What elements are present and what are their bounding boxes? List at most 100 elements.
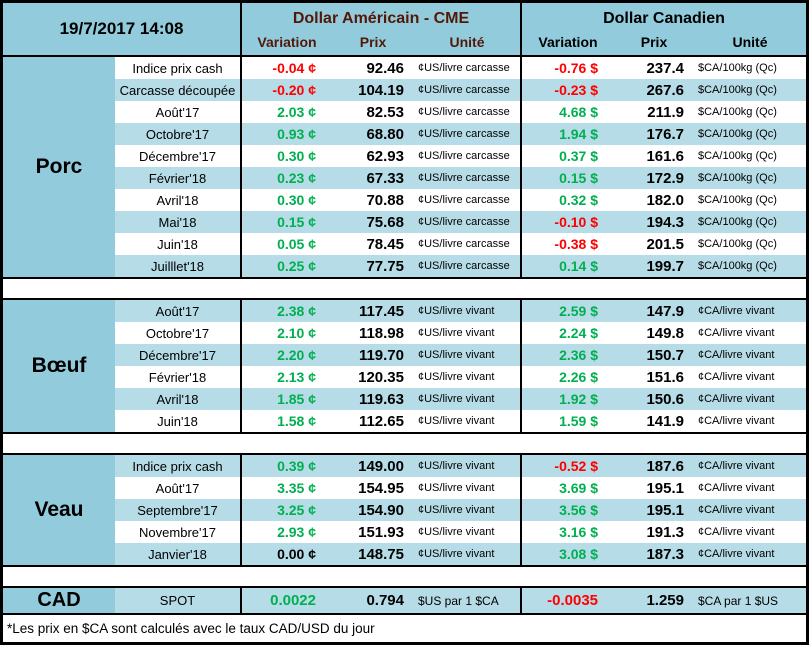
ca-variation: -0.10 $ — [520, 211, 612, 233]
ca-variation: -0.38 $ — [520, 233, 612, 255]
us-unit: ¢US/livre carcasse — [418, 106, 510, 118]
table-row: Décembre'17 2.20 ¢ 119.70 ¢US/livre vivant 2… — [115, 344, 806, 366]
cad-us-variation: 0.0022 — [240, 588, 330, 613]
row-label: Août'17 — [155, 480, 200, 496]
us-variation: 1.58 ¢ — [240, 410, 330, 432]
us-variation: 0.05 ¢ — [240, 233, 330, 255]
section-porc: Porc Indice prix cash -0.04 ¢ 92.46 ¢US/livr… — [3, 55, 806, 279]
us-price: 154.90 — [358, 501, 404, 519]
us-price: 154.95 — [358, 479, 404, 497]
row-label: Avril'18 — [156, 391, 199, 407]
us-price: 119.70 — [358, 346, 404, 364]
cad-us-price: 0.794 — [366, 592, 404, 609]
table-row: Août'17 3.35 ¢ 154.95 ¢US/livre vivant 3.69 … — [115, 477, 806, 499]
us-price: 149.00 — [358, 457, 404, 475]
table-row: Carcasse découpée -0.20 ¢ 104.19 ¢US/livre … — [115, 79, 806, 101]
row-label: Juin'18 — [157, 413, 198, 429]
us-variation: 3.35 ¢ — [240, 477, 330, 499]
us-price: 68.80 — [366, 125, 404, 143]
ca-price: 176.7 — [646, 125, 684, 143]
row-label: Décembre'17 — [139, 347, 216, 363]
row-label: Août'17 — [155, 104, 200, 120]
footnote: *Les prix en $CA sont calculés avec le t… — [3, 615, 806, 642]
section-rows: Août'17 2.38 ¢ 117.45 ¢US/livre vivant 2.59 … — [115, 300, 806, 432]
ca-variation: -0.23 $ — [520, 79, 612, 101]
us-unit: ¢US/livre carcasse — [418, 194, 510, 206]
ca-variation: 2.36 $ — [520, 344, 612, 366]
ca-unit: ¢CA/livre vivant — [698, 305, 775, 317]
us-unit: ¢US/livre vivant — [418, 327, 495, 339]
us-col-prix: Prix — [359, 34, 387, 50]
us-price: 104.19 — [358, 81, 404, 99]
us-price: 62.93 — [366, 147, 404, 165]
ca-price: 161.6 — [646, 147, 684, 165]
ca-price: 237.4 — [646, 59, 684, 77]
ca-unit: ¢CA/livre vivant — [698, 415, 775, 427]
table-row: Octobre'17 2.10 ¢ 118.98 ¢US/livre vivant 2.… — [115, 322, 806, 344]
ca-price: 211.9 — [647, 103, 684, 121]
ca-col-prix: Prix — [640, 34, 668, 50]
table-row: Indice prix cash 0.39 ¢ 149.00 ¢US/livre vi… — [115, 455, 806, 477]
ca-unit: $CA/100kg (Qc) — [698, 238, 777, 250]
ca-price: 267.6 — [646, 81, 684, 99]
section-bœuf: Bœuf Août'17 2.38 ¢ 117.45 ¢US/livre vivant 2… — [3, 298, 806, 434]
section-gap — [3, 279, 806, 298]
row-label: Indice prix cash — [132, 458, 223, 474]
ca-price: 150.6 — [646, 390, 684, 408]
row-label: Indice prix cash — [132, 60, 223, 76]
us-variation: 2.13 ¢ — [240, 366, 330, 388]
us-dollar-title: Dollar Américain - CME — [240, 3, 520, 29]
ca-dollar-title: Dollar Canadien — [520, 3, 806, 29]
us-price: 75.68 — [366, 213, 404, 231]
section-rows: Indice prix cash 0.39 ¢ 149.00 ¢US/livre vi… — [115, 455, 806, 565]
us-variation: 0.30 ¢ — [240, 145, 330, 167]
ca-unit: $CA/100kg (Qc) — [698, 62, 777, 74]
ca-variation: -0.52 $ — [520, 455, 612, 477]
us-price: 119.63 — [358, 390, 404, 408]
us-unit: ¢US/livre vivant — [418, 349, 495, 361]
us-price: 148.75 — [358, 545, 404, 563]
us-unit: ¢US/livre vivant — [418, 371, 495, 383]
ca-variation: -0.76 $ — [520, 57, 612, 79]
ca-price: 187.3 — [646, 545, 684, 563]
ca-price: 150.7 — [646, 346, 684, 364]
us-variation: 3.25 ¢ — [240, 499, 330, 521]
section-label: Veau — [3, 455, 115, 565]
ca-variation: 0.32 $ — [520, 189, 612, 211]
us-price: 82.53 — [366, 103, 404, 121]
ca-unit: ¢CA/livre vivant — [698, 327, 775, 339]
us-price: 70.88 — [366, 191, 404, 209]
ca-variation: 3.08 $ — [520, 543, 612, 565]
us-unit: ¢US/livre carcasse — [418, 216, 510, 228]
us-variation: 1.85 ¢ — [240, 388, 330, 410]
ca-price: 141.9 — [646, 412, 684, 430]
table-row: Juilllet'18 0.25 ¢ 77.75 ¢US/livre carcasse… — [115, 255, 806, 277]
us-price: 118.98 — [358, 324, 404, 342]
cad-spot-row: CAD SPOT 0.0022 0.794 $US par 1 $CA -0.0… — [3, 586, 806, 615]
ca-price: 172.9 — [646, 169, 684, 187]
ca-unit: ¢CA/livre vivant — [698, 482, 775, 494]
table-row: Février'18 0.23 ¢ 67.33 ¢US/livre carcasse 0… — [115, 167, 806, 189]
us-variation: 2.93 ¢ — [240, 521, 330, 543]
ca-variation: 1.92 $ — [520, 388, 612, 410]
cad-ca-unit: $CA par 1 $US — [698, 593, 779, 608]
ca-variation: 1.59 $ — [520, 410, 612, 432]
ca-variation: 1.94 $ — [520, 123, 612, 145]
ca-unit: ¢CA/livre vivant — [698, 460, 775, 472]
spot-label: SPOT — [159, 593, 196, 608]
row-label: Juilllet'18 — [150, 258, 205, 274]
ca-column-headers: Variation Prix Unité — [520, 29, 806, 55]
us-variation: 0.23 ¢ — [240, 167, 330, 189]
us-price: 67.33 — [366, 169, 404, 187]
row-label: Novembre'17 — [139, 524, 216, 540]
ca-variation: 2.24 $ — [520, 322, 612, 344]
us-variation: 0.93 ¢ — [240, 123, 330, 145]
us-variation: 2.03 ¢ — [240, 101, 330, 123]
us-variation: 2.38 ¢ — [240, 300, 330, 322]
us-variation: 0.15 ¢ — [240, 211, 330, 233]
row-label: Février'18 — [148, 369, 207, 385]
us-unit: ¢US/livre vivant — [418, 504, 495, 516]
table-row: Juin'18 1.58 ¢ 112.65 ¢US/livre vivant 1.59 … — [115, 410, 806, 432]
ca-unit: $CA/100kg (Qc) — [698, 172, 777, 184]
